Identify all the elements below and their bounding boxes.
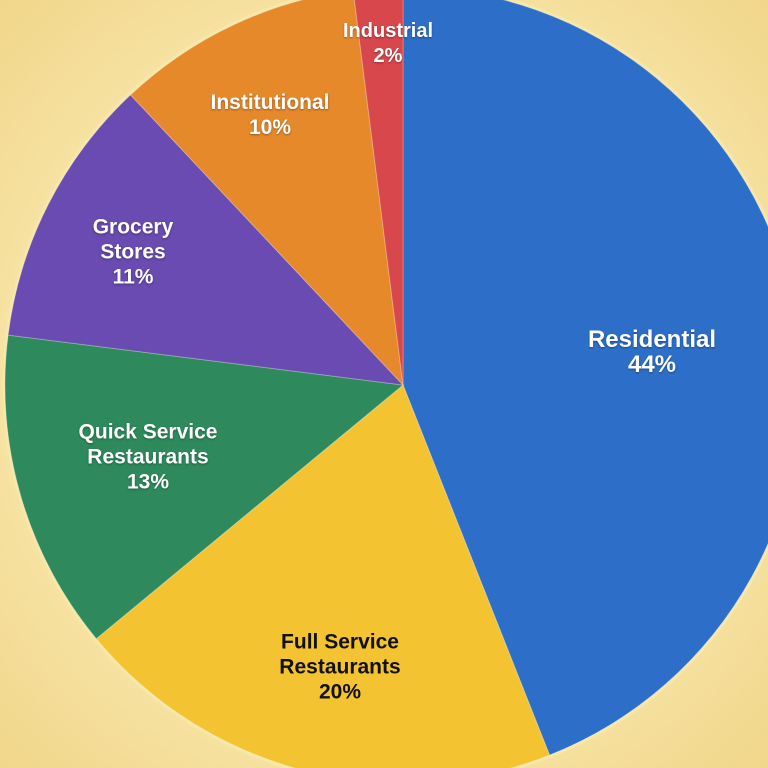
category-name: Full Service Restaurants [250,630,430,680]
value-label: 10% [180,115,360,140]
value-label: 2% [318,44,458,69]
category-name: Residential [552,327,752,352]
value-label: 11% [88,265,178,290]
category-name: Institutional [180,90,360,115]
category-name: Industrial [318,19,458,44]
value-label: 20% [250,680,430,705]
category-name: Grocery Stores [88,215,178,265]
value-label: 44% [552,352,752,377]
category-name: Quick Service Restaurants [48,420,248,470]
value-label: 13% [48,470,248,495]
page: (() => { const data = JSON.parse(documen… [0,0,768,768]
